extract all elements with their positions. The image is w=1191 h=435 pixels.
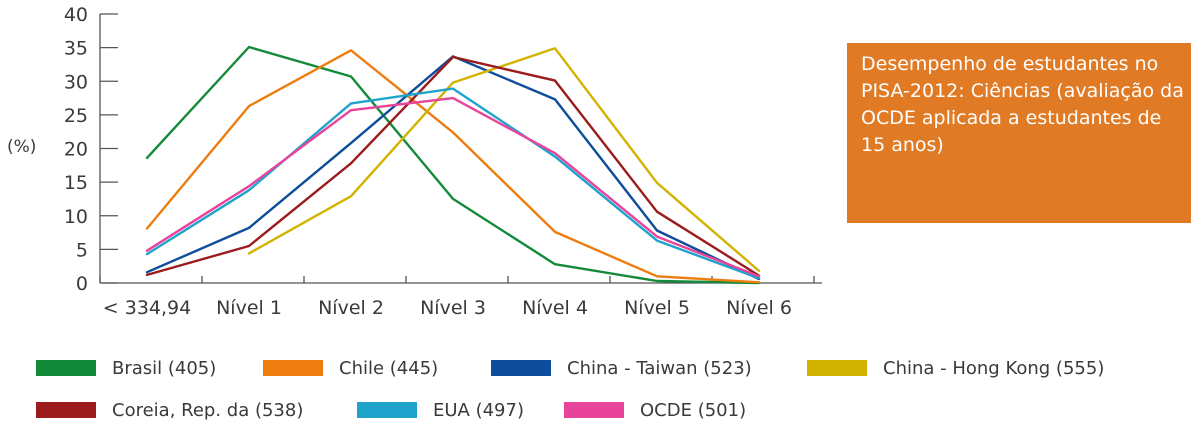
legend-swatch: [491, 360, 551, 376]
legend-label: China - Taiwan (523): [567, 357, 752, 379]
legend-swatch: [564, 402, 624, 418]
x-tick-label: Nível 4: [522, 297, 588, 319]
legend-swatch: [807, 360, 867, 376]
y-tick-label: 30: [64, 71, 88, 93]
y-ticks: 0 5 10 15 20 25 30 35 40: [64, 4, 118, 295]
y-tick-label: 10: [64, 206, 88, 228]
series-line-4: [145, 55, 761, 277]
legend-label: EUA (497): [433, 399, 524, 421]
x-tick-label: Nível 5: [624, 297, 690, 319]
legend-label: Brasil (405): [112, 357, 217, 379]
legend-item: Chile (445): [263, 354, 438, 382]
y-tick-label: 5: [76, 239, 88, 261]
legend-item: China - Hong Kong (555): [807, 354, 1104, 382]
y-axis-label: (%): [7, 137, 36, 157]
y-tick-label: 0: [76, 273, 88, 295]
legend-item: EUA (497): [357, 396, 524, 424]
legend-swatch: [36, 360, 96, 376]
y-tick-label: 15: [64, 172, 88, 194]
series-line-3: [247, 47, 761, 273]
series-line-6: [145, 96, 761, 278]
y-tick-label: 35: [64, 38, 88, 60]
legend-label: Coreia, Rep. da (538): [112, 399, 304, 421]
x-tick-label: Nível 1: [216, 297, 282, 319]
chart-legend: Brasil (405) Chile (445) China - Taiwan (5…: [0, 340, 1191, 435]
chart-info-box: Desempenho de estudantes no PISA-2012: C…: [847, 43, 1191, 223]
x-ticks: < 334,94 Nível 1 Nível 2 Nível 3 Nível 4 Níve…: [99, 276, 815, 319]
info-box-text: Desempenho de estudantes no PISA-2012: C…: [861, 53, 1184, 156]
x-tick-label: < 334,94: [103, 297, 191, 319]
legend-swatch: [263, 360, 323, 376]
legend-item: Coreia, Rep. da (538): [36, 396, 303, 424]
legend-label: OCDE (501): [640, 399, 747, 421]
legend-item: Brasil (405): [36, 354, 216, 382]
y-tick-label: 20: [64, 139, 88, 161]
x-tick-label: Nível 2: [318, 297, 384, 319]
legend-item: China - Taiwan (523): [491, 354, 752, 382]
legend-swatch: [36, 402, 96, 418]
series-lines: [145, 45, 761, 285]
series-line-5: [145, 87, 761, 280]
series-line-0: [145, 45, 761, 285]
legend-item: OCDE (501): [564, 396, 746, 424]
x-tick-label: Nível 3: [420, 297, 486, 319]
y-tick-label: 25: [64, 105, 88, 127]
legend-label: China - Hong Kong (555): [883, 357, 1105, 379]
y-tick-label: 40: [64, 4, 88, 26]
chart-axes: [99, 14, 822, 284]
legend-swatch: [357, 402, 417, 418]
legend-label: Chile (445): [339, 357, 439, 379]
series-line-1: [145, 49, 761, 284]
x-tick-label: Nível 6: [726, 297, 792, 319]
